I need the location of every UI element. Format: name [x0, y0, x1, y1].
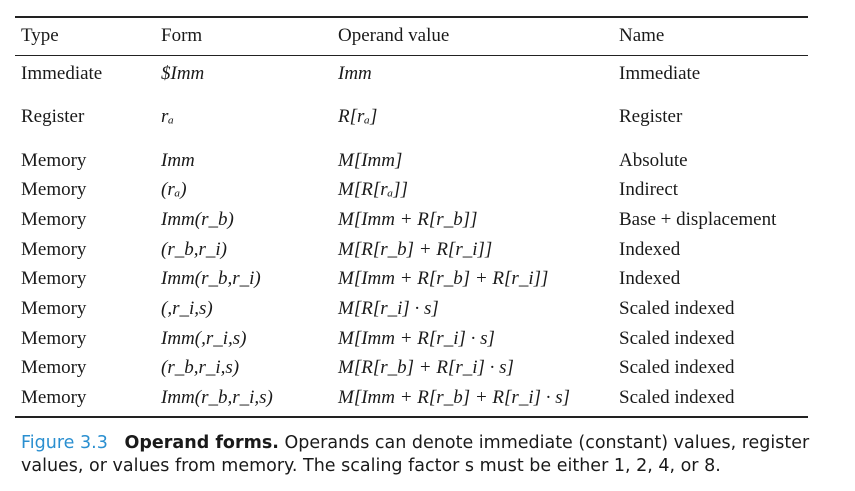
cell-operand-value: R[rₐ]	[338, 106, 378, 127]
cell-operand-value: M[Imm + R[r_i] · s]	[338, 328, 495, 349]
figure-caption: Figure 3.3 Operand forms. Operands can d…	[21, 432, 836, 478]
header-operand-value: Operand value	[338, 25, 450, 46]
cell-type: Memory	[21, 179, 87, 200]
cell-name: Scaled indexed	[619, 328, 735, 349]
cell-form: (rₐ)	[161, 179, 187, 200]
table-row: Memory Imm(r_b,r_i) M[Imm + R[r_b] + R[r_i…	[15, 265, 808, 293]
cell-form: (,r_i,s)	[161, 298, 213, 319]
cell-name: Indexed	[619, 268, 681, 289]
table-row: Memory Imm(,r_i,s) M[Imm + R[r_i] · s] Scal…	[15, 325, 808, 353]
cell-form: Imm	[161, 150, 195, 171]
cell-name: Scaled indexed	[619, 387, 735, 408]
figure-label: Figure 3.3	[21, 433, 108, 453]
cell-type: Memory	[21, 239, 87, 260]
cell-type: Register	[21, 106, 85, 127]
cell-operand-value: M[Imm + R[r_b] + R[r_i] · s]	[338, 387, 571, 408]
cell-name: Indexed	[619, 239, 681, 260]
cell-type: Immediate	[21, 63, 103, 84]
cell-form: Imm(r_b,r_i)	[161, 268, 261, 289]
cell-operand-value: M[R[r_b] + R[r_i] · s]	[338, 357, 514, 378]
cell-form: (r_b,r_i,s)	[161, 357, 240, 378]
cell-type: Memory	[21, 209, 87, 230]
cell-type: Memory	[21, 268, 87, 289]
cell-form: Imm(r_b,r_i,s)	[161, 387, 273, 408]
table-row: Immediate $Imm Imm Immediate	[15, 60, 808, 88]
figure-title: Operand forms.	[124, 433, 279, 453]
cell-operand-value: M[Imm]	[338, 150, 403, 171]
operand-forms-table: Type Form Operand value Name Immediate $I…	[15, 0, 808, 430]
table-row: Memory (,r_i,s) M[R[r_i] · s] Scaled indexe…	[15, 295, 808, 323]
table-header-rule	[15, 55, 808, 56]
table-bottom-rule	[15, 416, 808, 418]
cell-operand-value: M[R[rₐ]]	[338, 179, 408, 200]
cell-form: rₐ	[161, 106, 174, 127]
cell-name: Indirect	[619, 179, 679, 200]
table-row: Memory (r_b,r_i) M[R[r_b] + R[r_i]] Indexed	[15, 236, 808, 264]
cell-operand-value: M[R[r_i] · s]	[338, 298, 439, 319]
cell-type: Memory	[21, 150, 87, 171]
cell-name: Base + displacement	[619, 209, 777, 230]
table-top-rule	[15, 16, 808, 18]
cell-type: Memory	[21, 298, 87, 319]
cell-form: Imm(,r_i,s)	[161, 328, 247, 349]
header-form: Form	[161, 25, 203, 46]
cell-name: Register	[619, 106, 683, 127]
header-type: Type	[21, 25, 59, 46]
table-header-row: Type Form Operand value Name	[15, 22, 808, 50]
table-row: Register rₐ R[rₐ] Register	[15, 103, 808, 131]
table-row: Memory Imm(r_b,r_i,s) M[Imm + R[r_b] + R[r…	[15, 384, 808, 412]
cell-form: $Imm	[161, 63, 205, 84]
cell-name: Scaled indexed	[619, 357, 735, 378]
figure-caption-text: Operands can denote immediate (constant)…	[21, 433, 810, 476]
table-row: Memory Imm M[Imm] Absolute	[15, 147, 808, 175]
cell-operand-value: M[Imm + R[r_b] + R[r_i]]	[338, 268, 549, 289]
cell-operand-value: M[R[r_b] + R[r_i]]	[338, 239, 493, 260]
cell-type: Memory	[21, 387, 87, 408]
header-name: Name	[619, 25, 665, 46]
cell-type: Memory	[21, 328, 87, 349]
cell-name: Scaled indexed	[619, 298, 735, 319]
cell-name: Absolute	[619, 150, 688, 171]
cell-form: (r_b,r_i)	[161, 239, 227, 260]
cell-type: Memory	[21, 357, 87, 378]
table-row: Memory (rₐ) M[R[rₐ]] Indirect	[15, 176, 808, 204]
cell-form: Imm(r_b)	[161, 209, 234, 230]
table-row: Memory Imm(r_b) M[Imm + R[r_b]] Base + disp…	[15, 206, 808, 234]
table-row: Memory (r_b,r_i,s) M[R[r_b] + R[r_i] · s] S…	[15, 354, 808, 382]
cell-operand-value: M[Imm + R[r_b]]	[338, 209, 478, 230]
cell-name: Immediate	[619, 63, 701, 84]
cell-operand-value: Imm	[338, 63, 372, 84]
